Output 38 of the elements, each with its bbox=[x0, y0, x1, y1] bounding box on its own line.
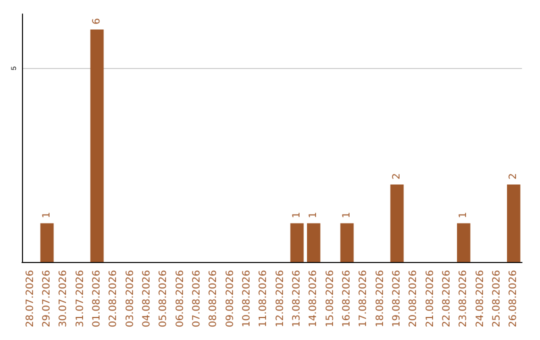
data-label: 6 bbox=[92, 18, 102, 24]
x-tick-label: 08.08.2026 bbox=[208, 270, 220, 328]
x-tick-label: 20.08.2026 bbox=[408, 270, 420, 328]
x-tick-label: 24.08.2026 bbox=[474, 270, 486, 328]
x-tick-label: 12.08.2026 bbox=[274, 270, 286, 328]
data-label: 1 bbox=[292, 212, 302, 218]
x-tick-label: 31.07.2026 bbox=[74, 270, 86, 328]
data-label: 1 bbox=[308, 212, 320, 218]
x-tick-label: 26.08.2026 bbox=[508, 270, 520, 328]
x-tick-label: 11.08.2026 bbox=[258, 270, 270, 328]
x-tick-label: 30.07.2026 bbox=[58, 270, 70, 328]
x-tick-label: 14.08.2026 bbox=[308, 270, 320, 328]
x-tick-label: 13.08.2026 bbox=[292, 270, 302, 328]
x-tick-label: 07.08.2026 bbox=[192, 270, 202, 328]
data-label: 2 bbox=[392, 173, 402, 180]
x-tick-label: 05.08.2026 bbox=[158, 270, 170, 328]
x-tick-label: 21.08.2026 bbox=[424, 270, 436, 328]
x-tick-label: 19.08.2026 bbox=[392, 270, 402, 328]
data-label: 1 bbox=[42, 212, 52, 218]
x-tick-label: 16.08.2026 bbox=[342, 270, 352, 328]
x-tick-label: 10.08.2026 bbox=[242, 270, 252, 328]
x-tick-label: 09.08.2026 bbox=[224, 270, 236, 328]
x-tick-label: 17.08.2026 bbox=[358, 270, 370, 328]
x-tick-label: 01.08.2026 bbox=[92, 270, 102, 328]
x-tick-label: 15.08.2026 bbox=[324, 270, 336, 328]
x-tick-label: 29.07.2026 bbox=[42, 270, 52, 328]
x-tick-label: 03.08.2026 bbox=[124, 270, 136, 328]
data-label: 1 bbox=[342, 212, 352, 218]
x-tick-label: 04.08.2026 bbox=[142, 270, 152, 328]
data-label: 1 bbox=[458, 212, 470, 218]
x-tick-label: 18.08.2026 bbox=[374, 270, 386, 328]
x-tick-label: 25.08.2026 bbox=[492, 270, 502, 328]
x-tick-label: 28.07.2026 bbox=[24, 270, 36, 328]
data-label: 2 bbox=[508, 173, 520, 180]
x-tick-label: 22.08.2026 bbox=[442, 270, 452, 328]
x-tick-label: 23.08.2026 bbox=[458, 270, 470, 328]
x-tick-label: 02.08.2026 bbox=[108, 270, 120, 328]
x-tick-label: 06.08.2026 bbox=[174, 270, 186, 328]
